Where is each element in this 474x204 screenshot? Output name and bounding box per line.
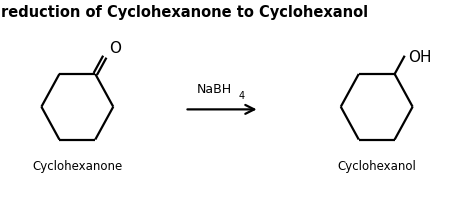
Text: Cyclohexanol: Cyclohexanol: [337, 160, 416, 172]
Text: reduction of Cyclohexanone to Cyclohexanol: reduction of Cyclohexanone to Cyclohexan…: [1, 5, 368, 20]
Text: 4: 4: [238, 91, 245, 101]
Text: Cyclohexanone: Cyclohexanone: [32, 160, 122, 172]
Text: OH: OH: [408, 50, 431, 65]
Text: NaBH: NaBH: [197, 82, 232, 95]
Text: O: O: [109, 40, 121, 55]
